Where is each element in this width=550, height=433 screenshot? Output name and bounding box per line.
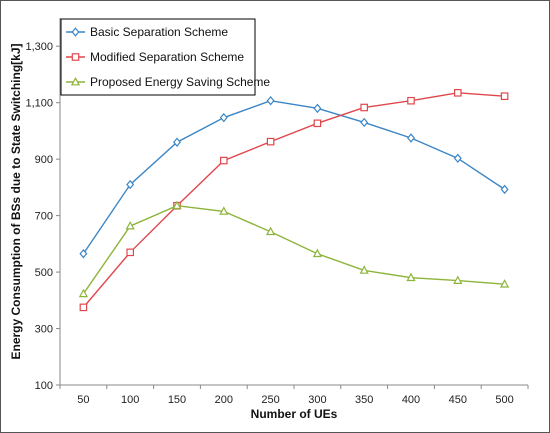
- data-point: [220, 156, 228, 165]
- x-tick-label: 250: [261, 394, 279, 406]
- x-tick-label: 200: [215, 394, 233, 406]
- legend-entry: Basic Separation Scheme: [66, 25, 228, 39]
- x-tick-label: 50: [77, 394, 89, 406]
- y-tick-label: 500: [35, 267, 53, 279]
- series-line: [82, 92, 505, 308]
- legend-marker: [71, 53, 80, 61]
- series-line: [82, 99, 505, 255]
- data-point: [266, 137, 275, 146]
- data-point: [313, 103, 322, 114]
- series-triangle: [78, 200, 510, 298]
- series-line: [82, 205, 505, 295]
- data-point: [499, 279, 510, 288]
- data-point: [219, 112, 228, 123]
- data-point: [500, 92, 509, 100]
- data-point: [406, 272, 416, 282]
- x-tick-label: 450: [449, 394, 467, 406]
- x-tick-label: 150: [168, 394, 186, 406]
- y-tick-label: 700: [35, 211, 53, 223]
- data-point: [126, 179, 135, 190]
- data-point: [359, 265, 369, 274]
- legend-label: Modified Separation Scheme: [90, 50, 244, 64]
- x-tick-label: 350: [355, 394, 373, 406]
- y-tick-label: 1,100: [25, 98, 53, 110]
- data-point: [265, 226, 276, 236]
- legend-marker: [70, 76, 81, 86]
- legend-entry: Proposed Energy Saving Scheme: [66, 75, 270, 89]
- series-layer: [78, 89, 510, 312]
- data-point: [312, 248, 323, 258]
- legend-label: Proposed Energy Saving Scheme: [90, 75, 270, 89]
- y-axis-title: Energy Consumption of BSs due to State S…: [9, 43, 23, 359]
- data-point: [453, 153, 462, 164]
- y-tick-label: 100: [35, 380, 53, 392]
- legend: Basic Separation Scheme Modified Separati…: [60, 18, 270, 96]
- x-tick-label: 300: [308, 394, 326, 406]
- legend-box: [60, 18, 256, 96]
- data-point: [360, 117, 369, 128]
- data-point: [407, 133, 415, 143]
- x-tick-label: 400: [402, 394, 420, 406]
- legend-label: Basic Separation Scheme: [90, 25, 228, 39]
- axes: 100 300 500 700 900 1,100 1,300 50 100 150 200 250 3…: [25, 18, 529, 406]
- data-point: [407, 96, 415, 105]
- y-tick-label: 300: [35, 324, 53, 336]
- data-point: [125, 221, 135, 230]
- data-point: [500, 184, 509, 195]
- data-point: [266, 95, 275, 106]
- data-point: [453, 275, 463, 284]
- data-point: [360, 103, 369, 112]
- y-tick-label: 900: [35, 154, 53, 166]
- legend-marker: [71, 27, 80, 37]
- y-tick-label: 1,300: [25, 41, 53, 53]
- data-point: [173, 137, 181, 147]
- data-point: [78, 288, 89, 298]
- data-point: [219, 206, 229, 215]
- x-tick-label: 100: [121, 394, 139, 406]
- data-point: [79, 248, 88, 259]
- series-diamond: [79, 95, 509, 259]
- legend-entry: Modified Separation Scheme: [66, 50, 244, 64]
- x-tick-label: 500: [495, 394, 513, 406]
- data-point: [79, 303, 88, 312]
- data-point: [172, 200, 182, 210]
- data-point: [313, 119, 322, 128]
- data-point: [126, 248, 135, 257]
- x-axis-title: Number of UEs: [251, 407, 338, 421]
- data-point: [454, 89, 462, 97]
